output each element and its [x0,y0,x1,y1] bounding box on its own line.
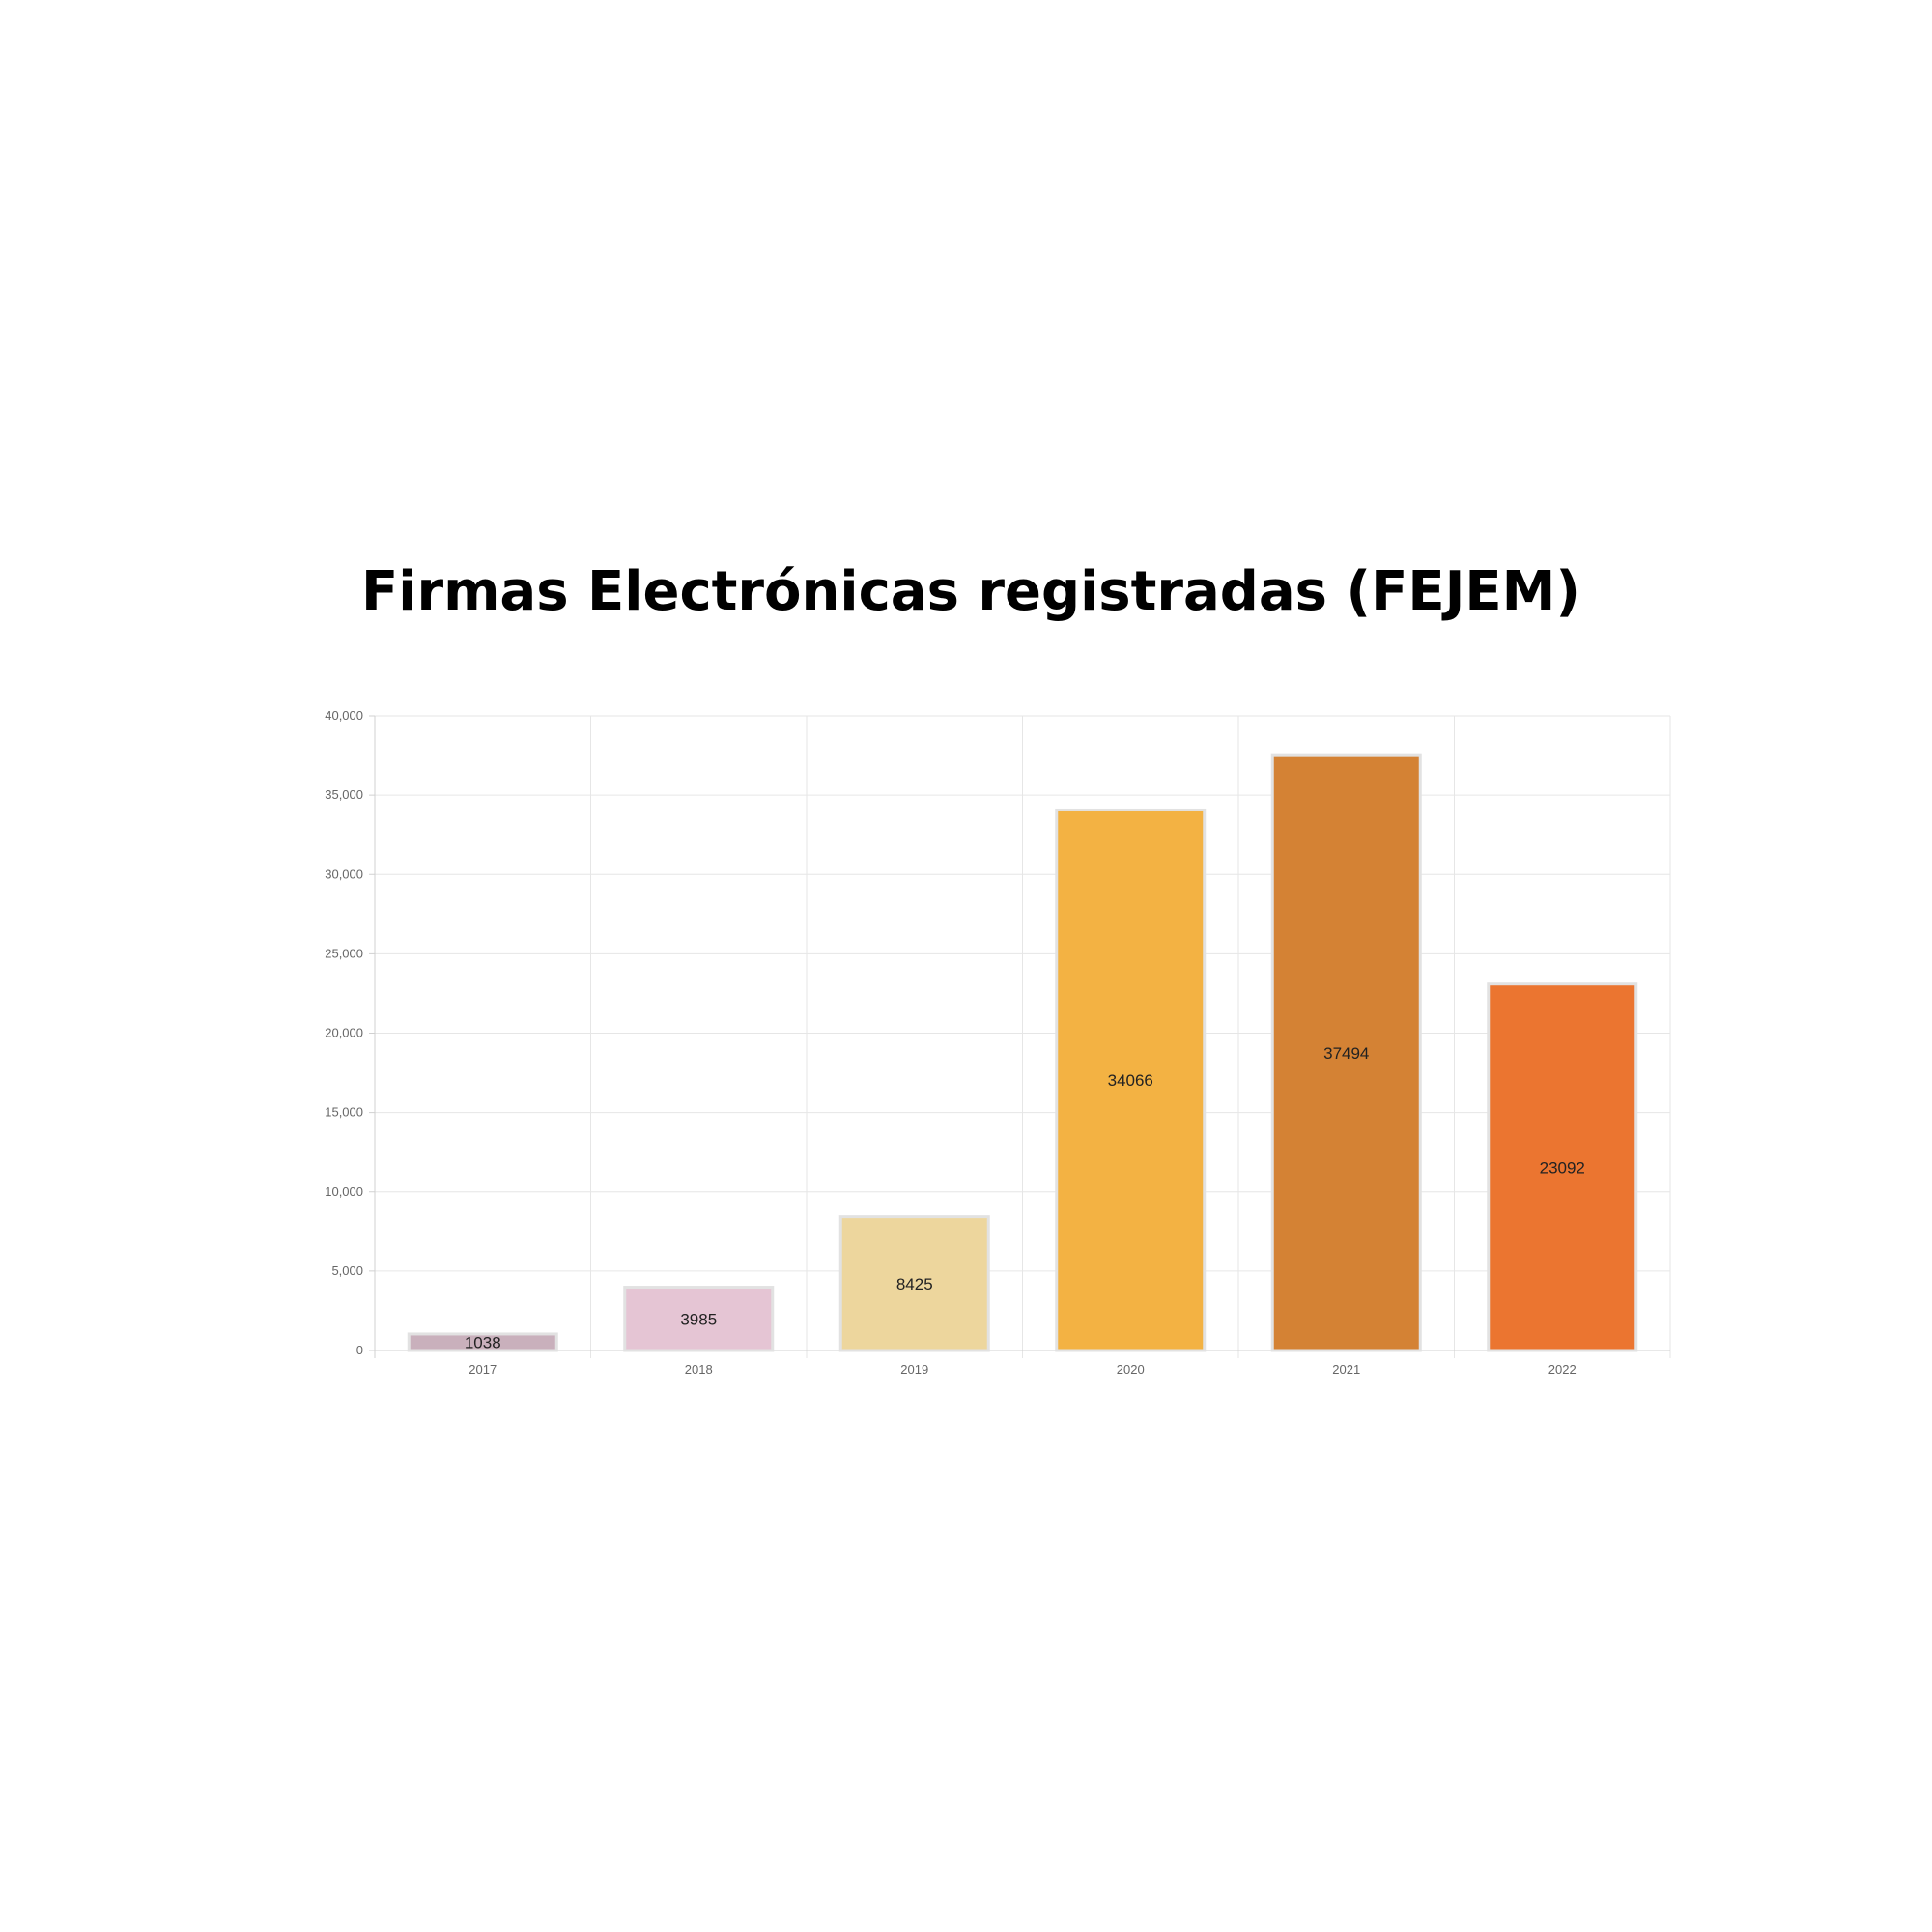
bar-2020 [1055,808,1207,1352]
y-tick-label: 30,000 [325,867,363,881]
x-tick-label: 2018 [685,1362,713,1377]
chart-title: Firmas Electrónicas registradas (FEJEM) [361,560,1580,623]
x-tick-label: 2022 [1548,1362,1577,1377]
y-tick-label: 20,000 [325,1026,363,1040]
y-tick-label: 5,000 [331,1264,363,1278]
x-tick-label: 2020 [1117,1362,1145,1377]
bar-value-label: 3985 [680,1310,717,1328]
bar-value-label: 1038 [465,1333,501,1351]
y-tick-label: 40,000 [325,708,363,723]
bar-value-label: 8425 [896,1275,933,1293]
bar-value-label: 34066 [1108,1071,1153,1090]
bar-2017 [407,1332,558,1352]
bar-value-label: 37494 [1323,1044,1369,1063]
bar-value-label: 23092 [1540,1158,1585,1177]
x-tick-label: 2021 [1332,1362,1360,1377]
chart-labels: 0 5,000 10,000 15,000 20,000 25,000 30,000 35,0… [325,708,1585,1377]
y-tick-label: 0 [356,1343,363,1357]
y-tick-label: 10,000 [325,1184,363,1199]
x-tick-label: 2017 [469,1362,497,1377]
y-tick-label: 25,000 [325,946,363,960]
y-tick-label: 15,000 [325,1105,363,1120]
chart-bars [407,753,1638,1352]
y-tick-label: 35,000 [325,787,363,802]
bar-2019 [838,1215,990,1352]
bar-2018 [623,1286,775,1352]
chart-axes [369,715,1670,1358]
bar-2022 [1487,982,1638,1352]
bar-2021 [1270,753,1422,1352]
chart-grid [374,715,1671,1358]
x-tick-label: 2019 [900,1362,928,1377]
